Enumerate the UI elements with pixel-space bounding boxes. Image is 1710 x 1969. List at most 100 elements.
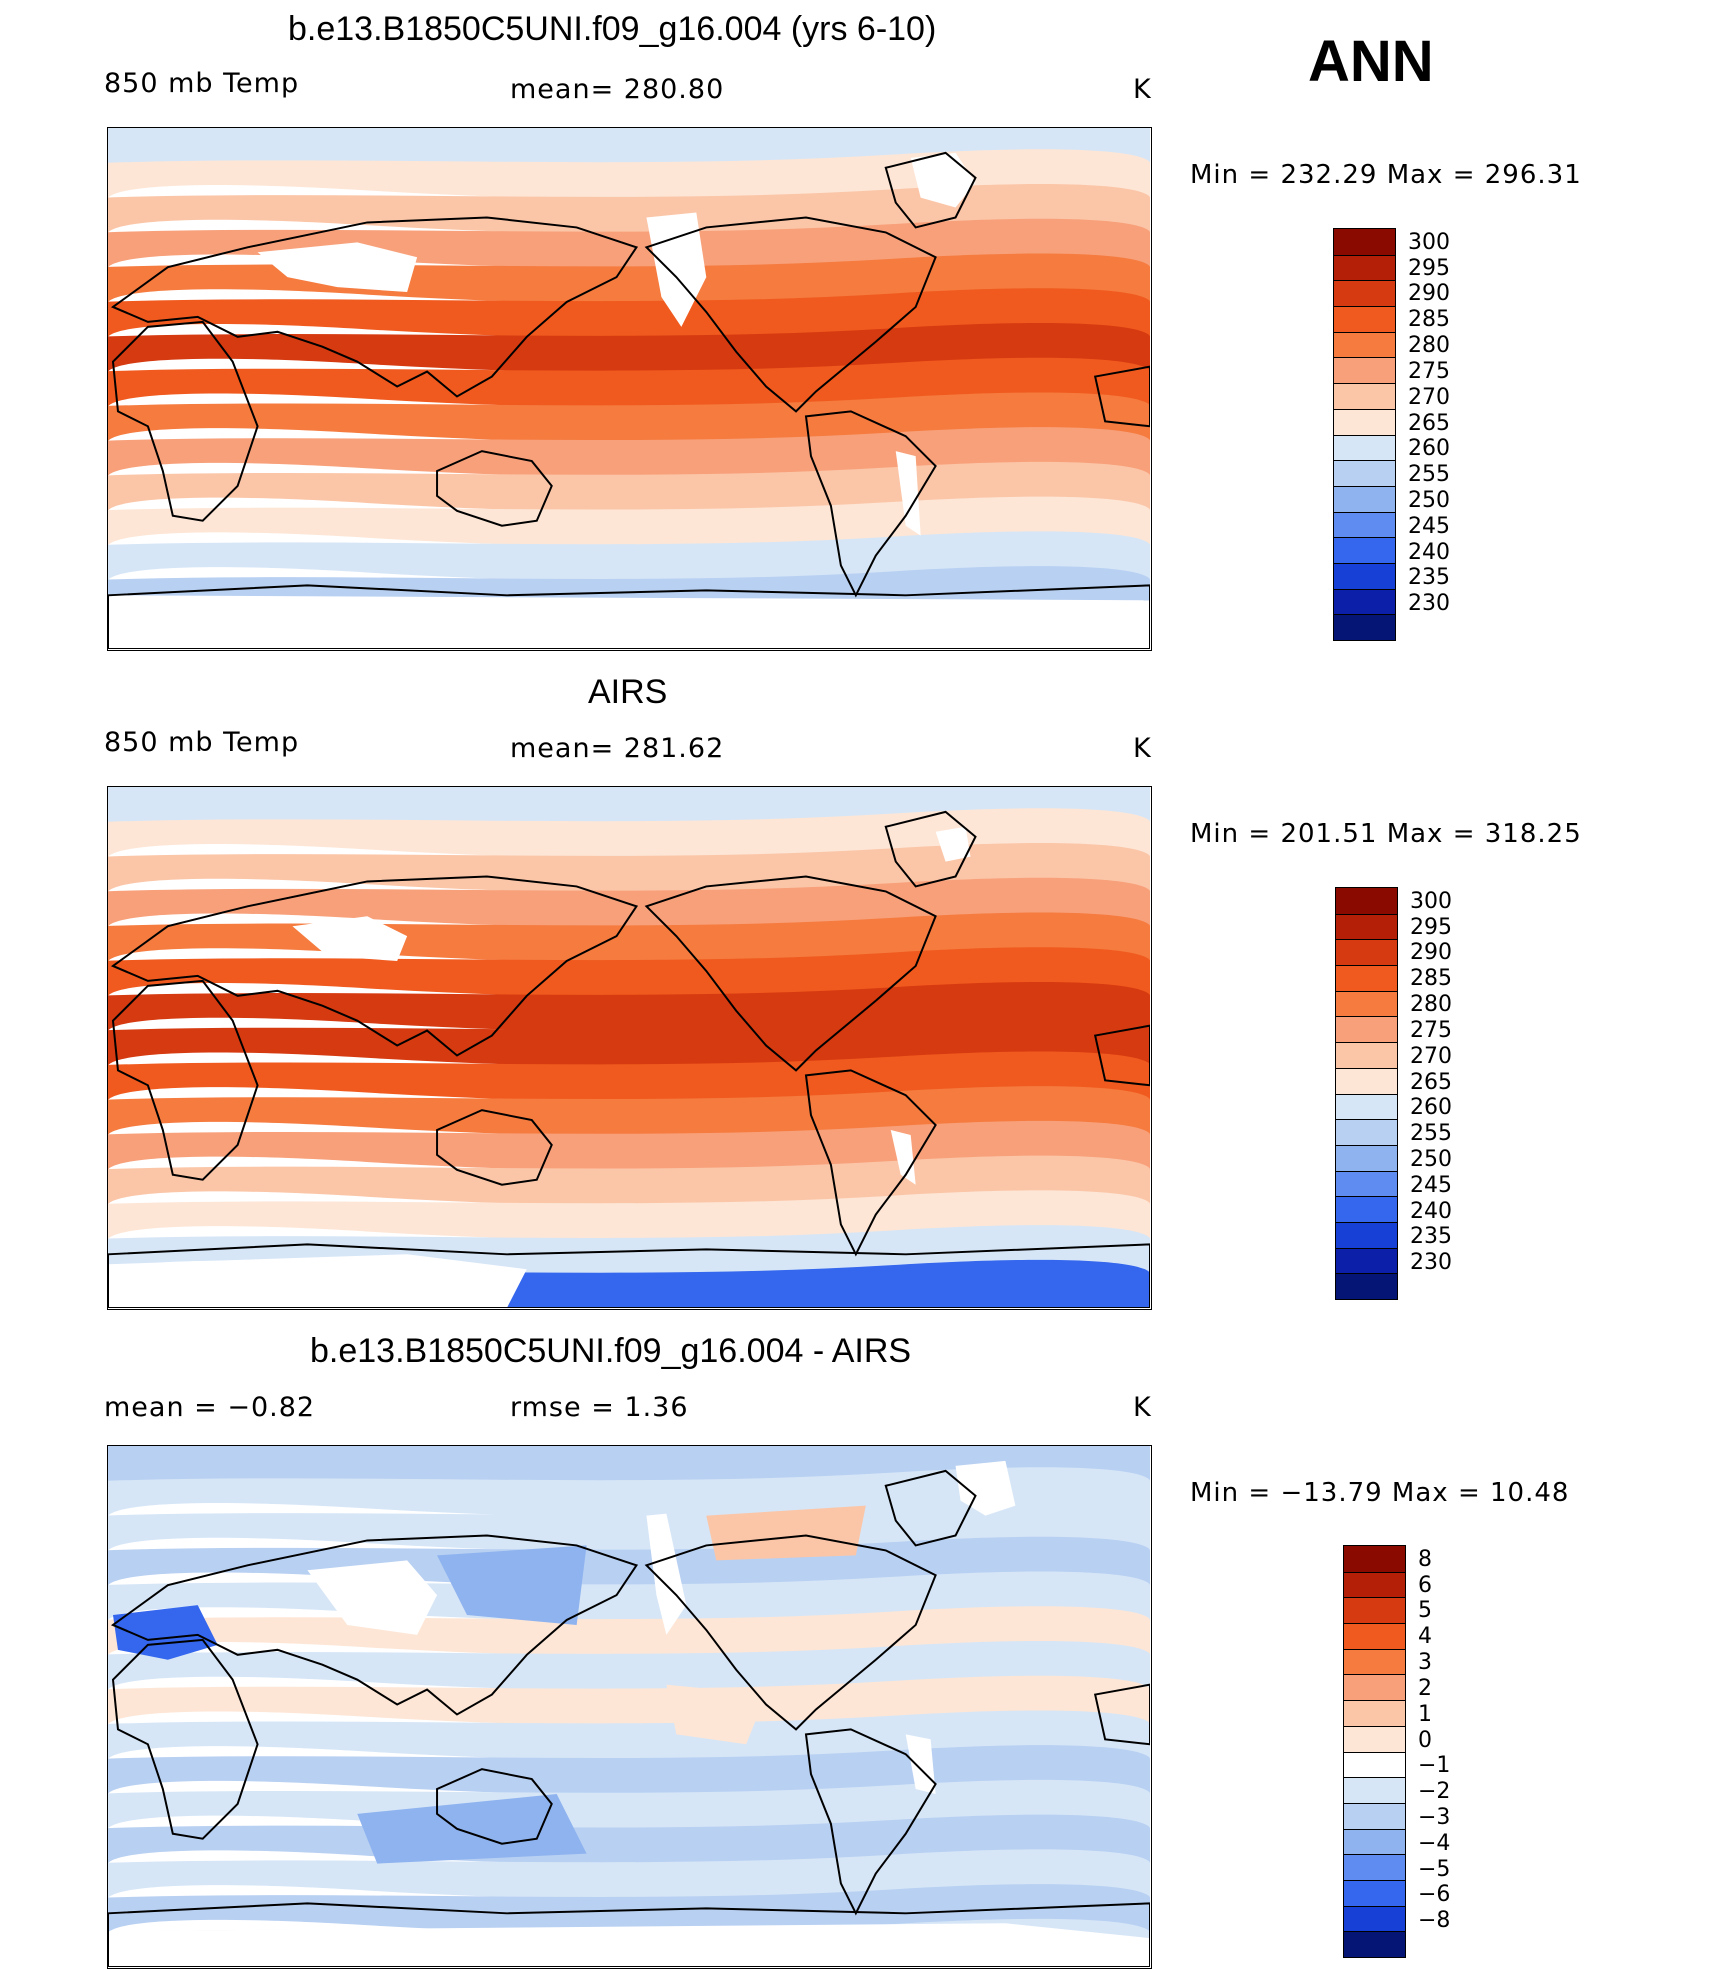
coastline [110, 1534, 639, 1716]
map-canvas [108, 128, 1150, 649]
colorbar-swatch [1336, 990, 1397, 1017]
anomaly-blob [666, 1684, 767, 1745]
colorbar-tick-label: −4 [1418, 1830, 1451, 1856]
colorbar-swatch [1334, 434, 1395, 461]
missing-data-region [905, 1734, 936, 1794]
anomaly-blob [357, 1793, 587, 1864]
colorbar-tick-label: 295 [1408, 255, 1450, 281]
panel-2-title: AIRS [588, 673, 668, 711]
colorbar-swatch [1344, 1700, 1405, 1726]
colorbar-tick-label: 245 [1408, 513, 1450, 539]
missing-data-region [910, 152, 976, 208]
colorbar-swatch [1344, 1674, 1405, 1701]
coastline [110, 216, 639, 398]
coastline [436, 450, 553, 527]
missing-data-region [955, 1460, 1016, 1516]
coastline [804, 1728, 937, 1916]
colorbar-tick-label: 300 [1408, 229, 1450, 255]
coastline [1093, 1024, 1150, 1087]
colorbar-tick-label: 255 [1408, 462, 1450, 488]
colorbar-tick-label: 235 [1408, 565, 1450, 591]
colorbar-swatch [1334, 562, 1395, 589]
coastline [1093, 1683, 1150, 1746]
missing-data-region [307, 1560, 438, 1635]
panel-3-colorbar [1343, 1545, 1406, 1958]
coastline [436, 1109, 553, 1186]
missing-data-region [890, 1130, 916, 1185]
colorbar-swatch [1344, 1854, 1405, 1880]
panel-1-title: b.e13.B1850C5UNI.f09_g16.004 (yrs 6-10) [288, 10, 937, 48]
colorbar-swatch [1344, 1546, 1405, 1572]
colorbar-swatch [1344, 1571, 1405, 1598]
missing-data-region [108, 1254, 527, 1308]
colorbar-tick-label: 275 [1410, 1017, 1452, 1043]
colorbar-swatch [1334, 408, 1395, 435]
colorbar-swatch [1336, 888, 1397, 914]
coastline [804, 410, 937, 598]
map-canvas [108, 1446, 1150, 1967]
missing-data-region [646, 1513, 687, 1635]
colorbar-tick-label: 280 [1410, 992, 1452, 1018]
colorbar-tick-label: 235 [1410, 1224, 1452, 1250]
colorbar-swatch [1334, 383, 1395, 409]
missing-data-region [292, 916, 408, 961]
colorbar-swatch [1344, 1777, 1405, 1803]
colorbar-swatch [1344, 1879, 1405, 1906]
colorbar-tick-label: 270 [1408, 384, 1450, 410]
colorbar-tick-label: 4 [1418, 1624, 1432, 1650]
colorbar-swatch [1344, 1725, 1405, 1752]
colorbar-swatch [1334, 485, 1395, 512]
colorbar-tick-label: 290 [1410, 940, 1452, 966]
panel-2-minmax: Min = 201.51 Max = 318.25 [1190, 819, 1582, 849]
colorbar-tick-label: 0 [1418, 1727, 1432, 1753]
colorbar-tick-label: 3 [1418, 1650, 1432, 1676]
colorbar-tick-label: 260 [1410, 1095, 1452, 1121]
colorbar-tick-label: 250 [1410, 1146, 1452, 1172]
colorbar-swatch [1336, 1221, 1397, 1248]
colorbar-swatch [1336, 965, 1397, 991]
colorbar-tick-label: 280 [1408, 333, 1450, 359]
colorbar-swatch [1336, 1042, 1397, 1068]
colorbar-swatch [1336, 1273, 1397, 1299]
panel-3-map [107, 1445, 1152, 1969]
coastline [108, 584, 1150, 649]
colorbar-swatch [1336, 1170, 1397, 1197]
panel-2-map [107, 786, 1152, 1310]
coastline [111, 979, 259, 1181]
season-label: ANN [1308, 29, 1434, 94]
missing-data-region [108, 595, 1150, 649]
colorbar-tick-label: 260 [1408, 436, 1450, 462]
colorbar-swatch [1344, 1931, 1405, 1957]
panel-3-title: b.e13.B1850C5UNI.f09_g16.004 - AIRS [310, 1332, 912, 1370]
colorbar-swatch [1334, 357, 1395, 384]
coastline [644, 1534, 937, 1731]
colorbar-tick-label: 5 [1418, 1598, 1432, 1624]
missing-data-region [257, 242, 418, 293]
colorbar-tick-label: 270 [1410, 1043, 1452, 1069]
colorbar-swatch [1336, 1144, 1397, 1171]
colorbar-swatch [1334, 306, 1395, 332]
missing-data-region [935, 826, 971, 862]
colorbar-swatch [1334, 511, 1395, 538]
colorbar-swatch [1334, 229, 1395, 255]
colorbar-swatch [1344, 1597, 1405, 1624]
colorbar-swatch [1336, 1093, 1397, 1120]
colorbar-swatch [1334, 614, 1395, 640]
colorbar-swatch [1336, 913, 1397, 940]
coastline [884, 1469, 977, 1547]
colorbar-swatch [1336, 1119, 1397, 1145]
colorbar-tick-label: 290 [1408, 281, 1450, 307]
map-canvas [108, 787, 1150, 1308]
colorbar-tick-label: 285 [1408, 307, 1450, 333]
panel-3-mean-label: mean = −0.82 [104, 1392, 316, 1423]
colorbar-tick-label: 240 [1408, 539, 1450, 565]
colorbar-tick-label: −8 [1418, 1908, 1451, 1934]
colorbar-tick-label: 300 [1410, 888, 1452, 914]
colorbar-swatch [1336, 1016, 1397, 1043]
anomaly-blob [112, 1605, 218, 1660]
missing-data-region [646, 212, 707, 327]
coastline [884, 151, 977, 229]
panel-2-mean-label: mean= 281.62 [510, 733, 725, 764]
coastline [108, 1902, 1150, 1967]
coastline [110, 875, 639, 1057]
